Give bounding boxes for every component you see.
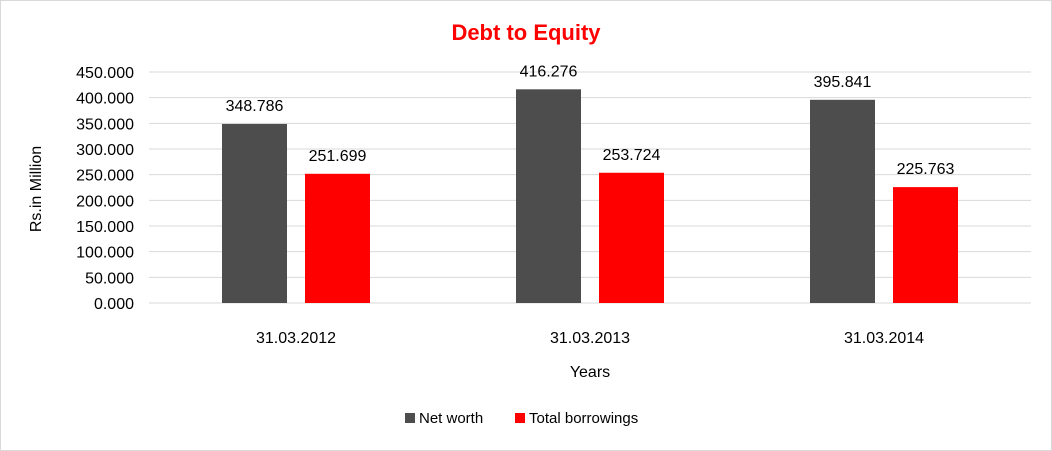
- bar-net-worth: [810, 99, 875, 303]
- legend-label: Total borrowings: [529, 410, 638, 427]
- x-axis-label: Years: [570, 364, 610, 381]
- bars: 348.786 251.699 416.276 253.724 395.841 225.7…: [222, 63, 958, 304]
- y-tick-label: 350.000: [76, 116, 134, 133]
- bar-net-worth: [516, 89, 581, 304]
- y-tick-label: 150.000: [76, 219, 134, 236]
- chart-title: Debt to Equity: [451, 20, 601, 45]
- legend: Net worth Total borrowings: [405, 410, 638, 427]
- data-label: 395.841: [814, 74, 872, 91]
- data-label: 225.763: [897, 161, 955, 178]
- y-tick-label: 0.000: [94, 296, 134, 313]
- x-axis-ticks: 31.03.2012 31.03.2013 31.03.2014: [256, 330, 924, 347]
- bar-net-worth: [222, 123, 287, 304]
- x-tick-label: 31.03.2014: [844, 330, 924, 347]
- y-tick-label: 300.000: [76, 142, 134, 159]
- data-label: 416.276: [520, 63, 578, 80]
- gridlines: [149, 71, 1031, 304]
- legend-swatch: [405, 413, 415, 423]
- data-label: 251.699: [309, 148, 367, 165]
- bar-total-borrowings: [893, 187, 958, 303]
- y-tick-label: 50.000: [85, 270, 134, 287]
- bar-total-borrowings: [305, 173, 370, 303]
- data-label: 348.786: [226, 98, 284, 115]
- y-tick-label: 450.000: [76, 65, 134, 82]
- data-label: 253.724: [603, 147, 661, 164]
- legend-swatch: [515, 413, 525, 423]
- y-tick-label: 250.000: [76, 168, 134, 185]
- y-tick-label: 400.000: [76, 91, 134, 108]
- y-axis-label: Rs.in Million: [28, 146, 45, 232]
- x-tick-label: 31.03.2013: [550, 330, 630, 347]
- x-tick-label: 31.03.2012: [256, 330, 336, 347]
- legend-label: Net worth: [419, 410, 483, 427]
- y-axis-ticks: 0.000 50.000 100.000 150.000 200.000 250.000 3…: [76, 65, 134, 313]
- y-tick-label: 100.000: [76, 245, 134, 262]
- bar-total-borrowings: [599, 172, 664, 303]
- y-tick-label: 200.000: [76, 193, 134, 210]
